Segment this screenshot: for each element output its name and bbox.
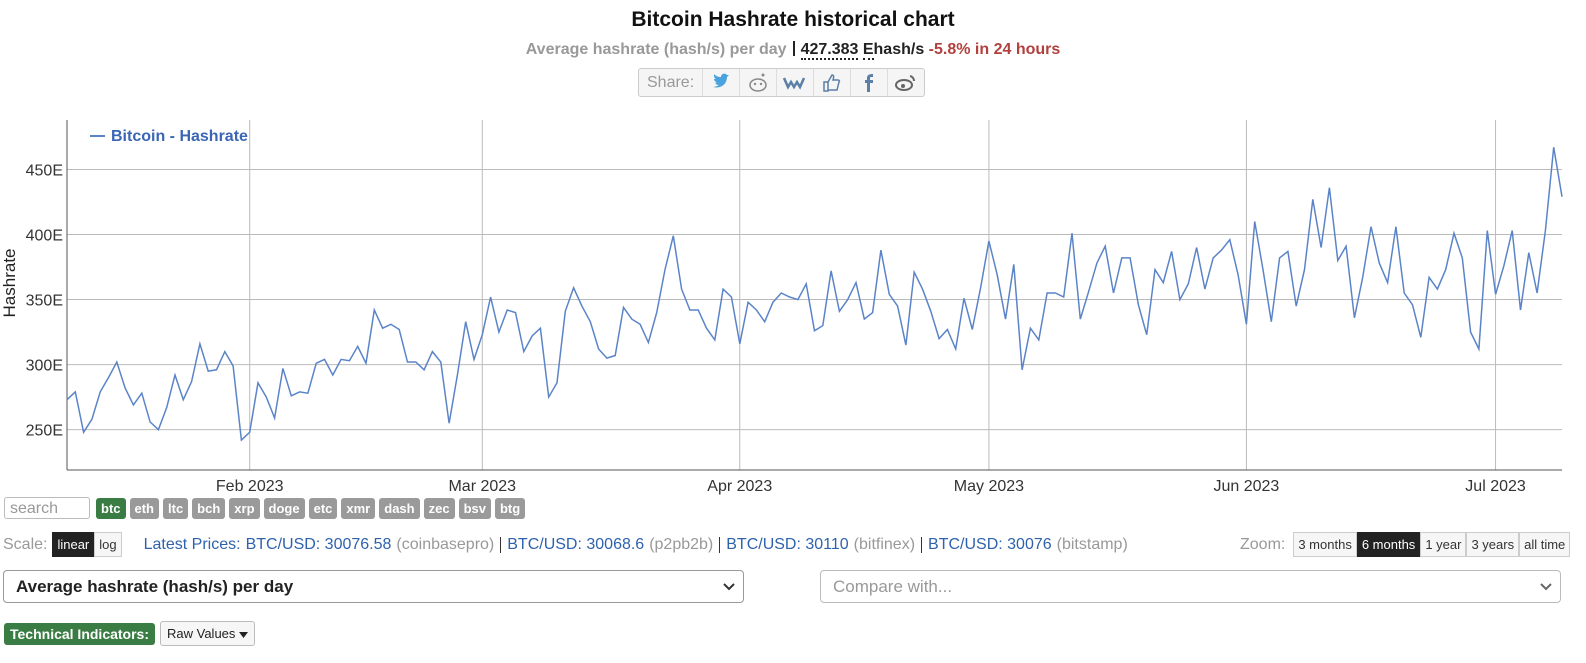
price: BTC/USD: 30110 bbox=[726, 535, 849, 553]
x-tick-label: Jul 2023 bbox=[1465, 478, 1526, 495]
page-title: Bitcoin Hashrate historical chart bbox=[631, 8, 955, 31]
y-axis-label: Hashrate bbox=[0, 249, 19, 318]
zoom-button[interactable]: 3 years bbox=[1466, 532, 1520, 557]
zoom-button[interactable]: 1 year bbox=[1420, 532, 1467, 557]
series-line bbox=[66, 147, 1563, 442]
x-tick-label: Mar 2023 bbox=[448, 478, 516, 495]
y-tick-label: 300E bbox=[26, 358, 63, 375]
y-tick-label: 250E bbox=[26, 423, 63, 440]
separator bbox=[500, 536, 502, 553]
indicators-select[interactable]: Raw Values bbox=[160, 621, 256, 646]
coin-button[interactable]: xrp bbox=[229, 498, 260, 519]
price-source: (bitstamp) bbox=[1056, 535, 1128, 553]
x-tick-label: Feb 2023 bbox=[216, 478, 284, 495]
compare-select[interactable]: Compare with... bbox=[820, 570, 1561, 603]
chart: 250E 300E 350E 400E 450E Feb 2023 Mar 2023 Apr … bbox=[0, 120, 1563, 495]
legend-label: Bitcoin - Hashrate bbox=[111, 128, 248, 145]
price: BTC/USD: 30076.58 bbox=[245, 535, 392, 553]
metric: Average hashrate (hash/s) per day bbox=[525, 41, 787, 58]
compare-select-text: Compare with... bbox=[833, 577, 953, 596]
coin-button[interactable]: eth bbox=[129, 498, 159, 519]
caret bbox=[239, 632, 249, 638]
separator bbox=[792, 41, 795, 56]
coin-button[interactable]: dash bbox=[379, 498, 420, 519]
weibo[interactable] bbox=[887, 69, 924, 96]
x-tick-label: May 2023 bbox=[954, 478, 1024, 495]
scale-button[interactable]: linear bbox=[52, 532, 95, 557]
zoom-button[interactable]: 6 months bbox=[1356, 532, 1421, 557]
price: BTC/USD: 30076 bbox=[928, 535, 1052, 553]
x-tick-label: Apr 2023 bbox=[707, 478, 772, 495]
zoom-label: Zoom: bbox=[1240, 535, 1286, 553]
price-source: (p2pb2b) bbox=[649, 535, 714, 553]
share-label: Share: bbox=[647, 73, 695, 91]
price: BTC/USD: 30068.6 bbox=[507, 535, 645, 553]
caret bbox=[723, 583, 735, 591]
coin-button[interactable]: ltc bbox=[163, 498, 189, 519]
separator bbox=[921, 536, 923, 553]
like[interactable] bbox=[813, 69, 850, 96]
search-input[interactable]: search bbox=[4, 497, 90, 519]
y-tick-label: 450E bbox=[26, 162, 63, 179]
x-tick-label: Jun 2023 bbox=[1213, 478, 1279, 495]
coin-button[interactable]: xmr bbox=[341, 498, 376, 519]
scale-label: Scale: bbox=[3, 535, 48, 553]
coin-button[interactable]: bch bbox=[192, 498, 226, 519]
coin-button[interactable]: doge bbox=[263, 498, 305, 519]
y-tick-label: 400E bbox=[26, 227, 63, 244]
zoom-button[interactable]: 3 months bbox=[1293, 532, 1357, 557]
indicators-select-text: Raw Values bbox=[167, 626, 236, 641]
facebook[interactable] bbox=[850, 69, 887, 96]
caret bbox=[1540, 583, 1552, 591]
zoom-button[interactable]: all time bbox=[1519, 532, 1571, 557]
coin-button[interactable]: bsv bbox=[458, 498, 491, 519]
reddit[interactable] bbox=[739, 69, 776, 96]
vk[interactable] bbox=[776, 69, 813, 96]
coin-button[interactable]: btc bbox=[96, 498, 126, 519]
twitter[interactable] bbox=[702, 69, 739, 96]
indicators-label: Technical Indicators: bbox=[4, 622, 155, 645]
price-source: (bitfinex) bbox=[853, 535, 916, 553]
metric-select-text: Average hashrate (hash/s) per day bbox=[16, 577, 294, 596]
subtitle: Average hashrate (hash/s) per day 427.383… bbox=[0, 41, 1586, 60]
unit: hash/s bbox=[873, 41, 925, 58]
coin-buttons: btc eth ltc bch xrp doge etc xmr dash zec bsv btg bbox=[96, 498, 529, 519]
separator bbox=[719, 536, 721, 553]
y-tick-label: 350E bbox=[26, 293, 63, 310]
indicators: Technical Indicators: Raw Values bbox=[4, 621, 256, 646]
coin-button[interactable]: btg bbox=[494, 498, 526, 519]
current-value: 427.383 bbox=[800, 41, 859, 60]
price-source: (coinbasepro) bbox=[396, 535, 495, 553]
coin-button[interactable]: zec bbox=[423, 498, 455, 519]
zoom: Zoom: 3 months 6 months 1 year 3 years all ti… bbox=[1240, 532, 1571, 557]
metric-select[interactable]: Average hashrate (hash/s) per day bbox=[3, 570, 744, 603]
unit-prefix: E bbox=[862, 41, 874, 60]
coin-button[interactable]: etc bbox=[308, 498, 338, 519]
change: -5.8% in 24 hours bbox=[928, 41, 1061, 58]
prices-label: Latest Prices: bbox=[143, 535, 241, 553]
scale-prices-row: Scale: linear log Latest Prices: BTC/USD: 30… bbox=[3, 532, 1128, 557]
share-bar: Share: bbox=[638, 68, 926, 97]
scale-button[interactable]: log bbox=[94, 532, 122, 557]
